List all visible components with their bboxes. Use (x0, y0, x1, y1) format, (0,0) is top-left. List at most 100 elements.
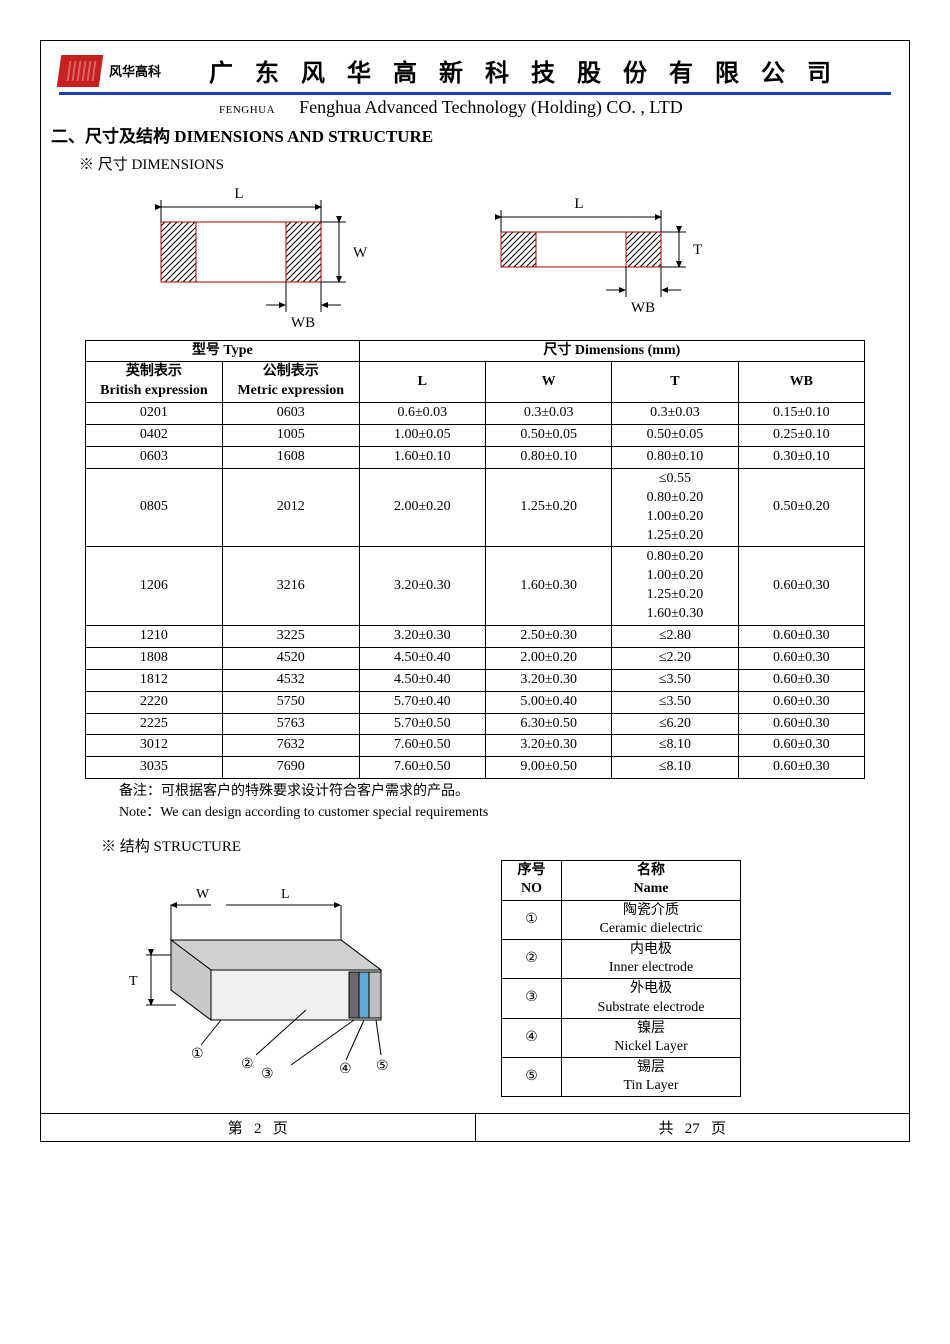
table-cell: 4532 (222, 669, 359, 691)
table-cell: 1.60±0.30 (486, 547, 612, 626)
label-L: L (234, 186, 243, 202)
diagram-top-view: L W WB (121, 182, 381, 332)
table-cell: 5.00±0.40 (486, 691, 612, 713)
table-cell: 7632 (222, 735, 359, 757)
col-metric-en: Metric expression (227, 382, 355, 401)
table-row: 222557635.70±0.506.30±0.50≤6.200.60±0.30 (86, 713, 865, 735)
note-en: Note：We can design according to customer… (119, 802, 909, 823)
table-cell: 1.00±0.05 (359, 425, 485, 447)
table-cell: 1812 (86, 669, 223, 691)
sub-heading-dimensions: ※ 尺寸 DIMENSIONS (41, 147, 909, 178)
notes: 备注：可根据客户的特殊要求设计符合客户需求的产品。 Note：We can de… (41, 779, 909, 829)
table-cell: 3035 (86, 757, 223, 779)
table-cell: 0.3±0.03 (486, 403, 612, 425)
col-metric-cn: 公制表示 (227, 363, 355, 382)
table-cell: ≤6.20 (612, 713, 738, 735)
table-cell: 0.50±0.20 (738, 468, 864, 547)
table-cell: 4520 (222, 647, 359, 669)
table-cell: 0.6±0.03 (359, 403, 485, 425)
table-cell: 0.50±0.05 (612, 425, 738, 447)
table-row: ⑤锡层Tin Layer (502, 1058, 741, 1097)
table-cell: ≤2.80 (612, 625, 738, 647)
table-cell: 锡层Tin Layer (562, 1058, 741, 1097)
col-no-cn: 序号 (508, 862, 555, 880)
table-row: 120632163.20±0.301.60±0.300.80±0.20 1.00… (86, 547, 865, 626)
table-row: 040210051.00±0.050.50±0.050.50±0.050.25±… (86, 425, 865, 447)
table-cell: 1.25±0.20 (486, 468, 612, 547)
table-cell: 0.3±0.03 (612, 403, 738, 425)
table-cell: 外电极Substrate electrode (562, 979, 741, 1018)
table-cell: 0805 (86, 468, 223, 547)
table-row: ③外电极Substrate electrode (502, 979, 741, 1018)
label-WB2: WB (631, 300, 655, 316)
table-cell: 0.60±0.30 (738, 691, 864, 713)
table-cell: 1210 (86, 625, 223, 647)
brand-en: FENGHUA (219, 104, 275, 116)
table-cell: 1005 (222, 425, 359, 447)
table-cell: 0.80±0.20 1.00±0.20 1.25±0.20 1.60±0.30 (612, 547, 738, 626)
col-name-cn: 名称 (568, 862, 734, 880)
table-cell: 3216 (222, 547, 359, 626)
table-cell: 3.20±0.30 (486, 735, 612, 757)
table-row: 303576907.60±0.509.00±0.50≤8.100.60±0.30 (86, 757, 865, 779)
table-cell: 0.60±0.30 (738, 735, 864, 757)
table-cell: 0.60±0.30 (738, 713, 864, 735)
table-cell: 0.30±0.10 (738, 446, 864, 468)
table-cell: 5.70±0.50 (359, 713, 485, 735)
col-L: L (359, 362, 485, 403)
header-rule (59, 92, 891, 95)
table-row: 序号 NO 名称 Name (502, 861, 741, 900)
struct-label-T: T (129, 974, 138, 989)
table-cell: 2.00±0.20 (359, 468, 485, 547)
table-cell: 6.30±0.50 (486, 713, 612, 735)
logo-icon (57, 55, 103, 87)
struct-callout-5: ⑤ (376, 1059, 389, 1074)
table-cell: 3.20±0.30 (486, 669, 612, 691)
table-row: 121032253.20±0.302.50±0.30≤2.800.60±0.30 (86, 625, 865, 647)
company-title-en: Fenghua Advanced Technology (Holding) CO… (299, 97, 683, 118)
table-cell: ≤8.10 (612, 735, 738, 757)
dimension-diagrams: L W WB L (41, 178, 909, 340)
table-cell: 4.50±0.40 (359, 669, 485, 691)
table-cell: ≤0.55 0.80±0.20 1.00±0.20 1.25±0.20 (612, 468, 738, 547)
table-cell: 2.00±0.20 (486, 647, 612, 669)
table-cell: ① (502, 900, 562, 939)
table-cell: 3.20±0.30 (359, 625, 485, 647)
table-cell: ≤2.20 (612, 647, 738, 669)
struct-callout-2: ② (241, 1057, 254, 1072)
table-cell: 7690 (222, 757, 359, 779)
table-cell: 2225 (86, 713, 223, 735)
table-row: 080520122.00±0.201.25±0.20≤0.55 0.80±0.2… (86, 468, 865, 547)
table-cell: 镍层Nickel Layer (562, 1018, 741, 1057)
note-cn: 备注：可根据客户的特殊要求设计符合客户需求的产品。 (119, 781, 909, 802)
table-row: ④镍层Nickel Layer (502, 1018, 741, 1057)
table-cell: 5.70±0.40 (359, 691, 485, 713)
table-cell: 2.50±0.30 (486, 625, 612, 647)
col-no-en: NO (508, 880, 555, 898)
table-cell: ≤3.50 (612, 669, 738, 691)
table-cell: 7.60±0.50 (359, 735, 485, 757)
table-cell: ③ (502, 979, 562, 1018)
col-W: W (486, 362, 612, 403)
structure-table: 序号 NO 名称 Name ①陶瓷介质Ceramic dielectric②内电… (501, 860, 741, 1097)
table-cell: 0.60±0.30 (738, 669, 864, 691)
table-cell: 5750 (222, 691, 359, 713)
header: 风华高科 广 东 风 华 高 新 科 技 股 份 有 限 公 司 FENGHUA… (41, 41, 909, 118)
table-row: 180845204.50±0.402.00±0.20≤2.200.60±0.30 (86, 647, 865, 669)
company-title-cn: 广 东 风 华 高 新 科 技 股 份 有 限 公 司 (169, 53, 839, 88)
table-cell: ⑤ (502, 1058, 562, 1097)
table-cell: 0402 (86, 425, 223, 447)
table-cell: 0603 (222, 403, 359, 425)
table-cell: 1608 (222, 446, 359, 468)
label-L2: L (574, 196, 583, 212)
label-WB: WB (291, 315, 315, 331)
table-row: 301276327.60±0.503.20±0.30≤8.100.60±0.30 (86, 735, 865, 757)
label-T: T (693, 242, 702, 258)
table-cell: 0.50±0.05 (486, 425, 612, 447)
table-cell: 1206 (86, 547, 223, 626)
table-row: 020106030.6±0.030.3±0.030.3±0.030.15±0.1… (86, 403, 865, 425)
section-heading: 二、尺寸及结构 DIMENSIONS AND STRUCTURE (41, 118, 909, 147)
footer-left: 第 2 页 (41, 1114, 476, 1141)
table-cell: 0.60±0.30 (738, 625, 864, 647)
table-cell: ② (502, 939, 562, 978)
